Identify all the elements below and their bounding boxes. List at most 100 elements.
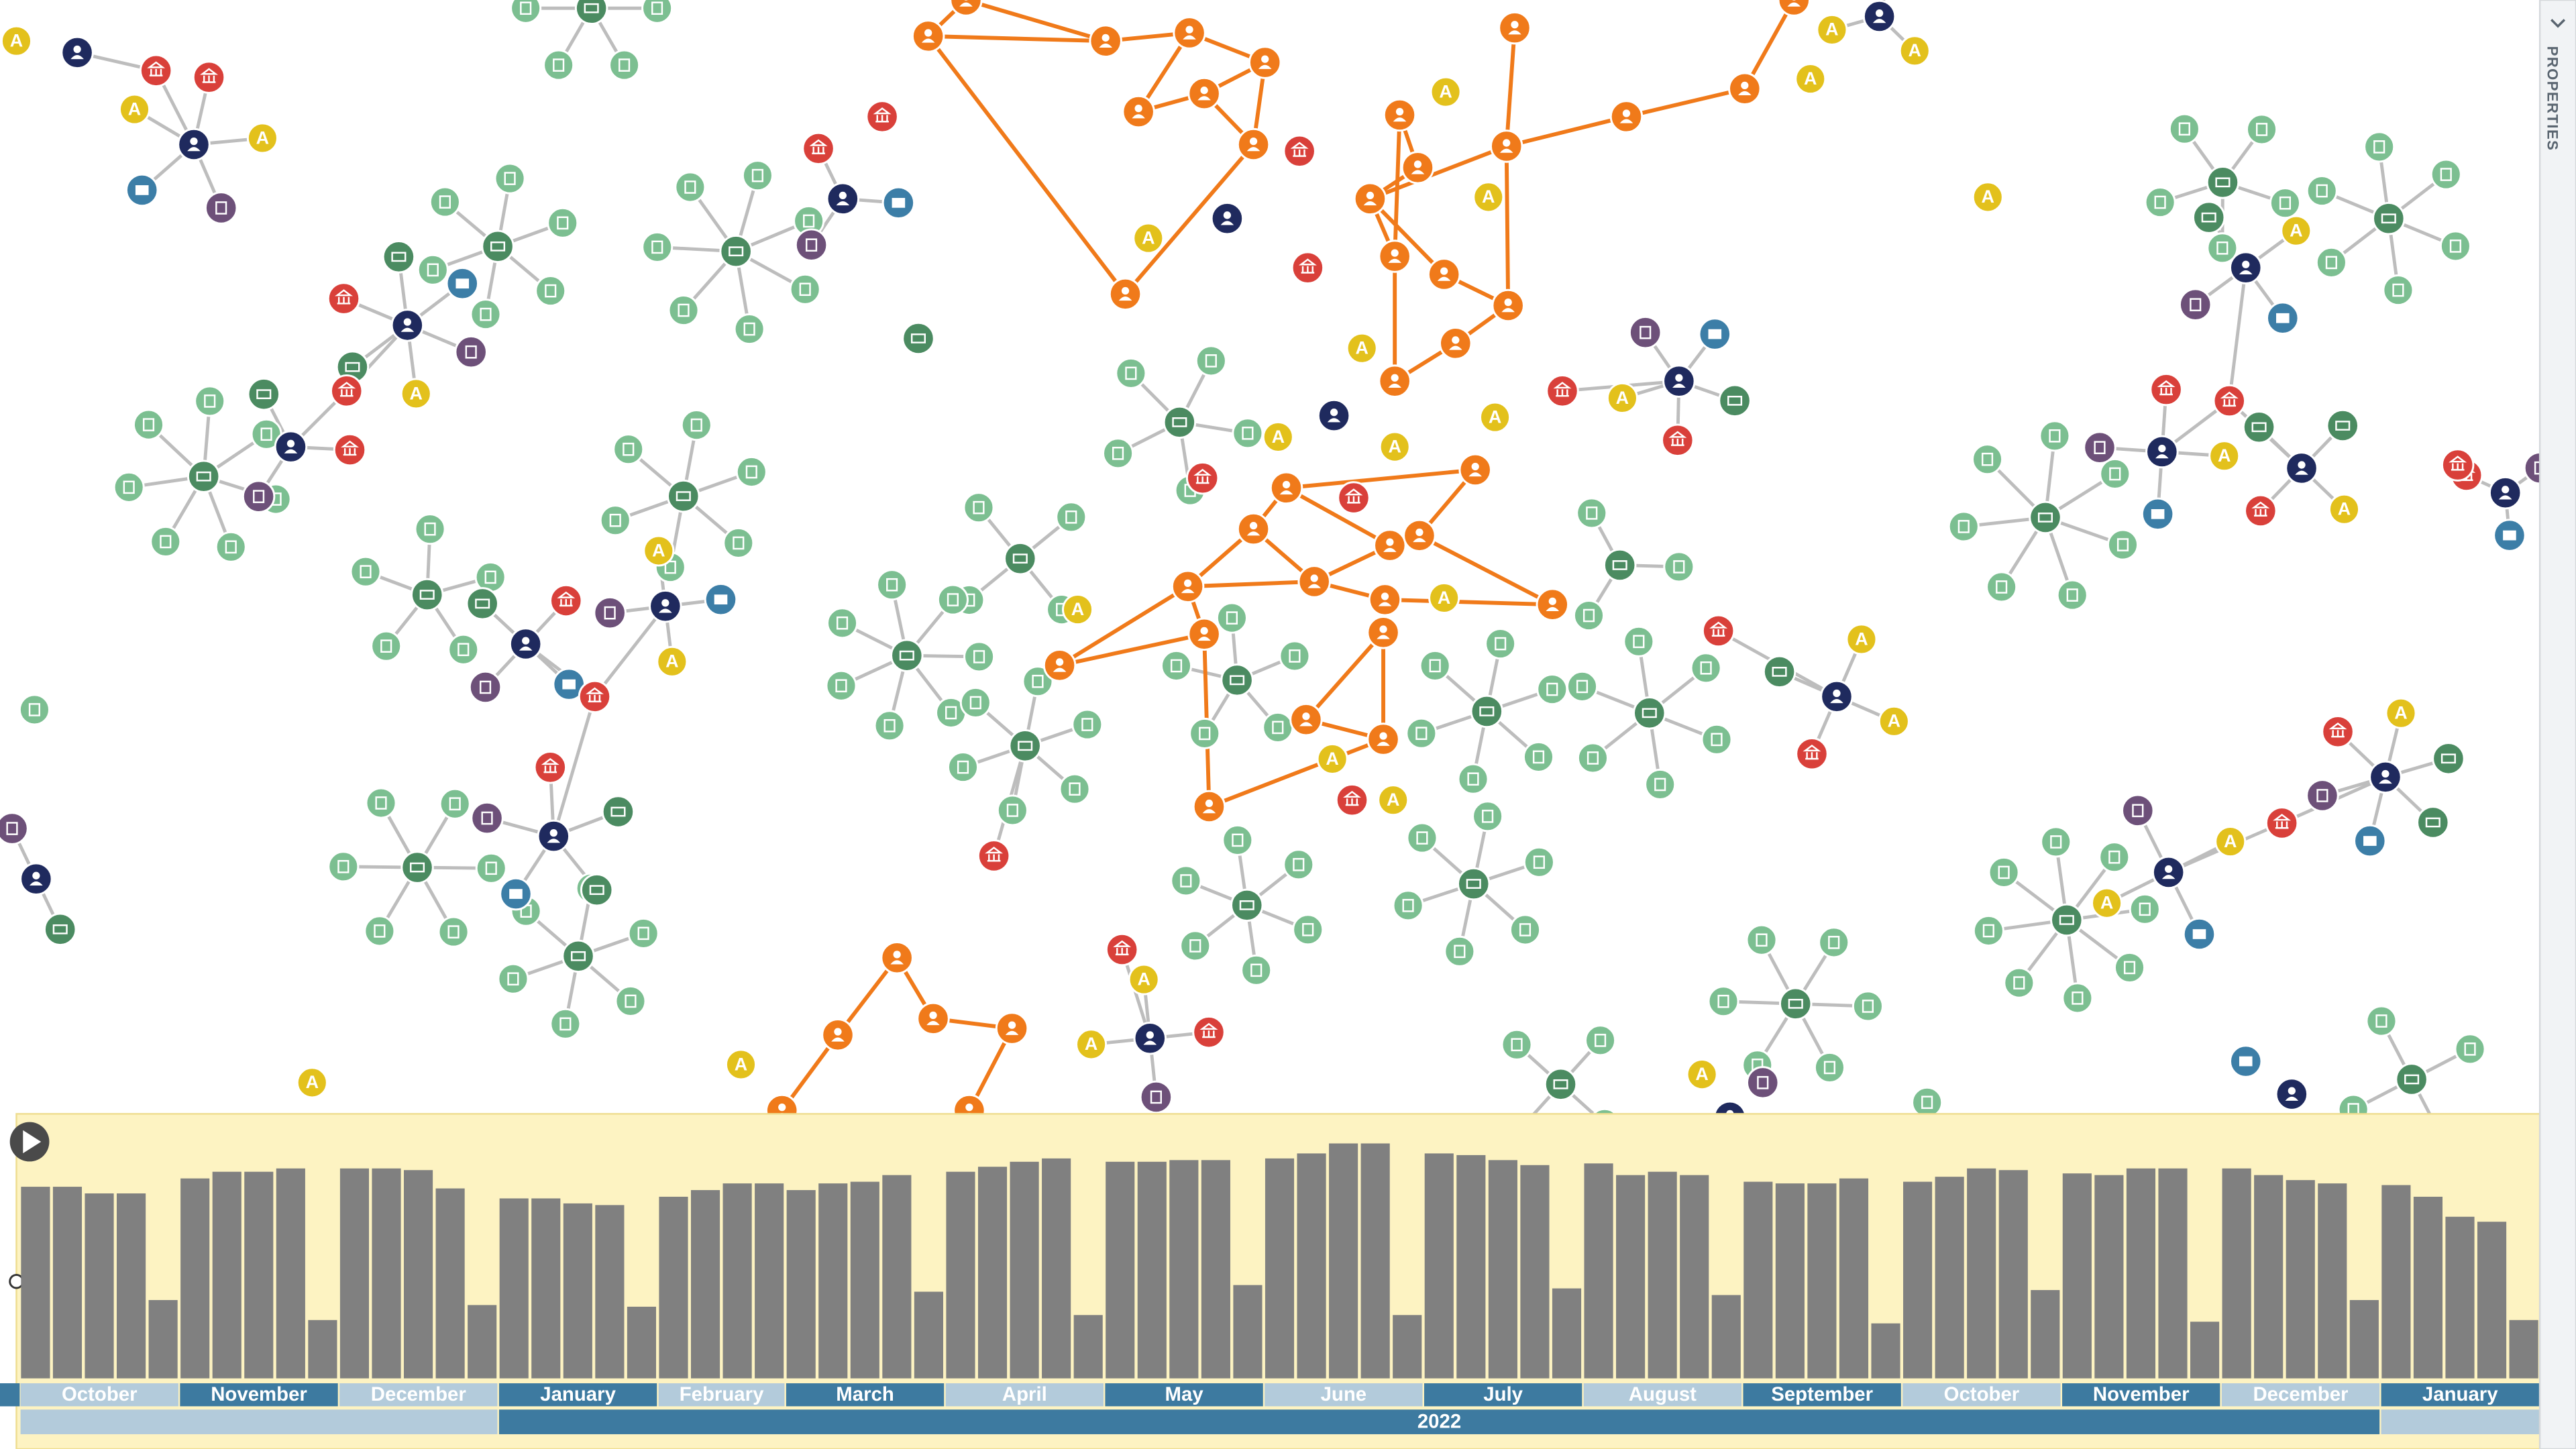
node (1071, 708, 1104, 741)
node (1115, 357, 1147, 389)
node-badge: A (1137, 969, 1150, 989)
node-icon (1642, 708, 1657, 718)
histogram-bar (1201, 1160, 1230, 1379)
node-icon (360, 565, 372, 578)
node-icon (1391, 249, 1399, 257)
node-icon (522, 637, 530, 645)
node-icon (893, 951, 901, 959)
node-icon (1246, 147, 1260, 152)
node-icon (1668, 431, 1687, 446)
node-icon (1302, 712, 1310, 720)
histogram-bar (2318, 1183, 2347, 1379)
node-icon (286, 439, 295, 447)
node-icon (1032, 674, 1044, 688)
node-icon (1823, 1061, 1836, 1075)
node (1262, 711, 1294, 743)
histogram-bar (1552, 1288, 1582, 1379)
node (2214, 826, 2247, 858)
node-icon (424, 522, 436, 536)
month-label: August (1629, 1383, 1697, 1405)
node (1075, 1028, 1108, 1061)
node (963, 641, 996, 673)
node-badge: A (1616, 388, 1629, 408)
node (2315, 246, 2347, 278)
month-band (1583, 1383, 1742, 1407)
node-icon (190, 137, 198, 146)
node-icon (1279, 490, 1293, 495)
node (470, 801, 504, 835)
histogram-bar (1360, 1143, 1390, 1379)
node-icon (2316, 789, 2328, 802)
histogram-bar (1839, 1178, 1869, 1379)
node-badge: A (1439, 81, 1452, 101)
node (593, 596, 627, 630)
node (614, 985, 647, 1017)
histogram-bar (659, 1196, 688, 1379)
node-icon (1170, 659, 1183, 673)
node-icon (1673, 560, 1685, 574)
histogram-bar (468, 1305, 497, 1379)
node (0, 812, 29, 845)
node-icon (1379, 625, 1387, 633)
node-icon (1519, 923, 1532, 936)
histogram-bar (850, 1181, 879, 1379)
histogram-bar (2254, 1175, 2284, 1379)
node-icon (743, 322, 755, 336)
node-icon (1533, 855, 1545, 869)
node (1644, 768, 1676, 800)
node-badge: A (2218, 445, 2231, 466)
node-icon (465, 345, 477, 359)
node-icon (873, 107, 892, 123)
node (2432, 742, 2465, 775)
node (1222, 824, 1254, 856)
node-icon (1290, 142, 1309, 157)
range-handle[interactable] (9, 1273, 24, 1289)
node-icon (969, 696, 981, 710)
node-icon (1112, 447, 1124, 460)
node-icon (899, 650, 914, 661)
node (1405, 717, 1438, 749)
collapse-icon[interactable] (2551, 19, 2566, 28)
node (1718, 384, 1752, 418)
node (1022, 665, 1054, 698)
node-icon (1180, 874, 1192, 888)
histogram-bar (595, 1205, 625, 1379)
node-icon (1803, 744, 1821, 760)
node (1746, 924, 1778, 956)
node (186, 460, 221, 493)
node (741, 160, 773, 192)
orange-edge (1504, 28, 1517, 147)
node-icon (1246, 531, 1260, 536)
node-icon (1548, 597, 1556, 605)
node (2306, 175, 2338, 207)
node-icon (2288, 1087, 2296, 1095)
node (481, 229, 515, 264)
node-icon (135, 185, 149, 195)
node-icon (1065, 511, 1077, 524)
node-icon (2013, 976, 2025, 989)
node-icon (1982, 924, 1994, 938)
histogram-bar (244, 1171, 274, 1379)
node (2363, 131, 2396, 163)
node-badge: A (1695, 1064, 1708, 1084)
node (1283, 849, 1315, 881)
node-icon (1756, 933, 1768, 947)
node-icon (2464, 1042, 2476, 1056)
node (902, 321, 935, 356)
node-icon (973, 650, 985, 663)
node-icon (1388, 258, 1401, 263)
side-panel-bar[interactable] (2538, 0, 2576, 1449)
node-icon (1302, 923, 1314, 936)
node-icon (2108, 850, 2121, 864)
edge (551, 696, 596, 837)
node (2382, 274, 2414, 307)
node-icon (1381, 592, 1389, 600)
node-icon (1113, 940, 1132, 956)
node (247, 377, 281, 411)
node (1428, 582, 1460, 614)
node-icon (1383, 547, 1397, 552)
orange-edge (1506, 115, 1627, 148)
node-icon (1377, 635, 1390, 639)
node-icon (1249, 137, 1258, 146)
node-icon (1672, 383, 1686, 388)
